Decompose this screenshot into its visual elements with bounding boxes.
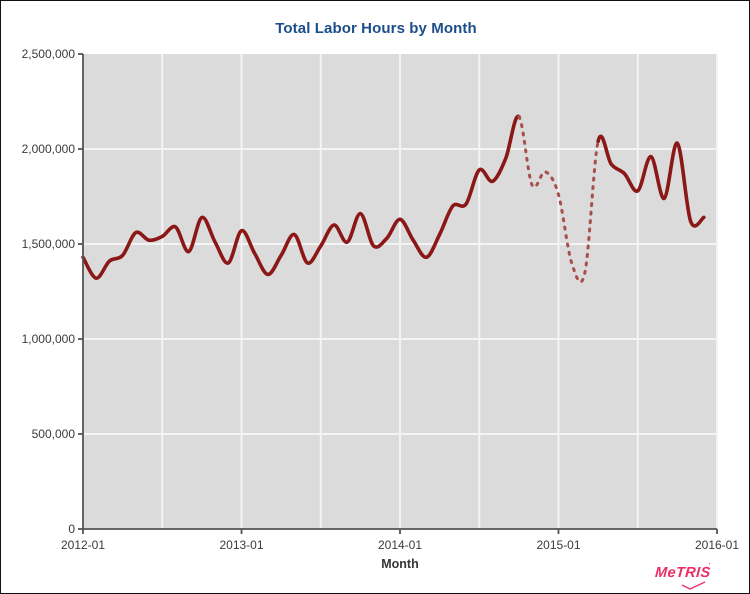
x-tick-label: 2015-01 — [536, 538, 581, 552]
y-tick-label: 2,500,000 — [21, 47, 75, 61]
labor-hours-line — [81, 114, 706, 284]
y-tick-label: 1,000,000 — [21, 332, 75, 346]
y-tick-label: 500,000 — [31, 427, 75, 441]
x-tick-label: 2016-01 — [694, 538, 740, 552]
y-tick-label: 1,500,000 — [21, 237, 75, 251]
tick-marks — [78, 53, 718, 534]
labor-hours-line-solid-0 — [81, 114, 521, 280]
metris-logo-text: MeTRIS — [654, 565, 712, 581]
labor-hours-line-dashed-1 — [517, 115, 600, 284]
metris-logo-tm-mark: ’ — [708, 562, 710, 571]
y-tick-label: 0 — [68, 522, 75, 536]
labor-hours-line-solid-2 — [596, 134, 706, 228]
metris-logo-swoosh-icon — [681, 581, 706, 590]
x-tick-label: 2014-01 — [377, 538, 423, 552]
x-tick-label: 2012-01 — [60, 538, 106, 552]
gridlines — [83, 54, 718, 529]
x-axis-title: Month — [381, 557, 419, 571]
x-tick-label: 2013-01 — [219, 538, 264, 552]
metris-logo: MeTRIS ’ — [654, 562, 725, 590]
y-tick-label: 2,000,000 — [21, 142, 75, 156]
chart-title: Total Labor Hours by Month — [275, 20, 477, 37]
